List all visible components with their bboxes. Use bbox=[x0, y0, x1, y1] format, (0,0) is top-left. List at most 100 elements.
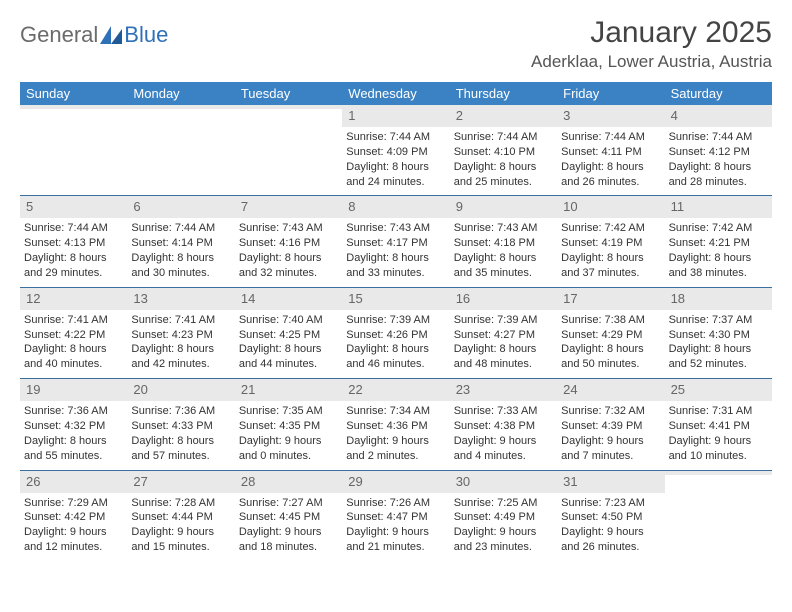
day-daylight2: and 48 minutes. bbox=[454, 357, 553, 372]
day-details: Sunrise: 7:36 AMSunset: 4:32 PMDaylight:… bbox=[24, 404, 123, 463]
day-number: 13 bbox=[133, 291, 147, 306]
day-details: Sunrise: 7:44 AMSunset: 4:14 PMDaylight:… bbox=[131, 221, 230, 280]
day-cell: 29Sunrise: 7:26 AMSunset: 4:47 PMDayligh… bbox=[342, 471, 449, 561]
day-number: 14 bbox=[241, 291, 255, 306]
day-sunset: Sunset: 4:32 PM bbox=[24, 419, 123, 434]
day-sunrise: Sunrise: 7:44 AM bbox=[346, 130, 445, 145]
day-details: Sunrise: 7:43 AMSunset: 4:16 PMDaylight:… bbox=[239, 221, 338, 280]
day-sunrise: Sunrise: 7:44 AM bbox=[669, 130, 768, 145]
day-daylight1: Daylight: 8 hours bbox=[24, 342, 123, 357]
day-details: Sunrise: 7:36 AMSunset: 4:33 PMDaylight:… bbox=[131, 404, 230, 463]
day-details: Sunrise: 7:43 AMSunset: 4:17 PMDaylight:… bbox=[346, 221, 445, 280]
day-daylight1: Daylight: 8 hours bbox=[454, 160, 553, 175]
day-cell: 3Sunrise: 7:44 AMSunset: 4:11 PMDaylight… bbox=[557, 105, 664, 195]
day-sunrise: Sunrise: 7:29 AM bbox=[24, 496, 123, 511]
day-sunrise: Sunrise: 7:41 AM bbox=[24, 313, 123, 328]
weekday-header: Thursday bbox=[450, 82, 557, 105]
day-number: 7 bbox=[241, 199, 248, 214]
day-sunset: Sunset: 4:29 PM bbox=[561, 328, 660, 343]
day-daylight2: and 46 minutes. bbox=[346, 357, 445, 372]
day-sunset: Sunset: 4:27 PM bbox=[454, 328, 553, 343]
day-number-row: 8 bbox=[342, 196, 449, 218]
day-number-row: 23 bbox=[450, 379, 557, 401]
day-daylight2: and 4 minutes. bbox=[454, 449, 553, 464]
day-number-row bbox=[665, 471, 772, 475]
day-sunset: Sunset: 4:23 PM bbox=[131, 328, 230, 343]
day-daylight1: Daylight: 9 hours bbox=[346, 525, 445, 540]
day-number: 28 bbox=[241, 474, 255, 489]
day-cell: 1Sunrise: 7:44 AMSunset: 4:09 PMDaylight… bbox=[342, 105, 449, 195]
day-daylight2: and 37 minutes. bbox=[561, 266, 660, 281]
day-daylight1: Daylight: 8 hours bbox=[561, 251, 660, 266]
day-sunset: Sunset: 4:17 PM bbox=[346, 236, 445, 251]
day-daylight2: and 25 minutes. bbox=[454, 175, 553, 190]
day-cell: 26Sunrise: 7:29 AMSunset: 4:42 PMDayligh… bbox=[20, 471, 127, 561]
day-cell: 28 Sunrise: 7:27 AMSunset: 4:45 PMDayligh… bbox=[235, 471, 342, 561]
day-daylight2: and 12 minutes. bbox=[24, 540, 123, 555]
day-details: Sunrise: 7:40 AMSunset: 4:25 PMDaylight:… bbox=[239, 313, 338, 372]
day-daylight2: and 33 minutes. bbox=[346, 266, 445, 281]
day-cell: 9Sunrise: 7:43 AMSunset: 4:18 PMDaylight… bbox=[450, 196, 557, 286]
day-sunrise: Sunrise: 7:23 AM bbox=[561, 496, 660, 511]
day-number-row: 7 bbox=[235, 196, 342, 218]
day-number-row: 25 bbox=[665, 379, 772, 401]
day-daylight1: Daylight: 8 hours bbox=[454, 251, 553, 266]
day-daylight1: Daylight: 9 hours bbox=[24, 525, 123, 540]
day-daylight1: Daylight: 8 hours bbox=[669, 160, 768, 175]
day-sunset: Sunset: 4:35 PM bbox=[239, 419, 338, 434]
day-sunset: Sunset: 4:26 PM bbox=[346, 328, 445, 343]
day-sunset: Sunset: 4:50 PM bbox=[561, 510, 660, 525]
day-number-row: 14 bbox=[235, 288, 342, 310]
day-sunset: Sunset: 4:13 PM bbox=[24, 236, 123, 251]
day-details: Sunrise: 7:32 AMSunset: 4:39 PMDaylight:… bbox=[561, 404, 660, 463]
day-daylight2: and 10 minutes. bbox=[669, 449, 768, 464]
day-sunrise: Sunrise: 7:38 AM bbox=[561, 313, 660, 328]
day-sunset: Sunset: 4:22 PM bbox=[24, 328, 123, 343]
day-details: Sunrise: 7:41 AMSunset: 4:22 PMDaylight:… bbox=[24, 313, 123, 372]
day-sunrise: Sunrise: 7:31 AM bbox=[669, 404, 768, 419]
day-number-row: 27 bbox=[127, 471, 234, 493]
logo-mark-icon bbox=[100, 26, 122, 44]
day-number-row: 2 bbox=[450, 105, 557, 127]
day-sunrise: Sunrise: 7:35 AM bbox=[239, 404, 338, 419]
day-number: 5 bbox=[26, 199, 33, 214]
day-number: 1 bbox=[348, 108, 355, 123]
day-details: Sunrise: 7:27 AMSunset: 4:45 PMDaylight:… bbox=[239, 496, 338, 555]
day-cell: 10Sunrise: 7:42 AMSunset: 4:19 PMDayligh… bbox=[557, 196, 664, 286]
day-sunrise: Sunrise: 7:44 AM bbox=[454, 130, 553, 145]
day-number: 12 bbox=[26, 291, 40, 306]
day-sunrise: Sunrise: 7:43 AM bbox=[454, 221, 553, 236]
day-daylight2: and 26 minutes. bbox=[561, 175, 660, 190]
day-sunrise: Sunrise: 7:42 AM bbox=[561, 221, 660, 236]
day-sunset: Sunset: 4:14 PM bbox=[131, 236, 230, 251]
day-daylight2: and 18 minutes. bbox=[239, 540, 338, 555]
week-row: 5Sunrise: 7:44 AMSunset: 4:13 PMDaylight… bbox=[20, 196, 772, 287]
day-daylight2: and 28 minutes. bbox=[669, 175, 768, 190]
day-cell: 31Sunrise: 7:23 AMSunset: 4:50 PMDayligh… bbox=[557, 471, 664, 561]
day-number: 27 bbox=[133, 474, 147, 489]
day-number: 25 bbox=[671, 382, 685, 397]
day-number-row: 26 bbox=[20, 471, 127, 493]
day-sunrise: Sunrise: 7:42 AM bbox=[669, 221, 768, 236]
day-cell: 11Sunrise: 7:42 AMSunset: 4:21 PMDayligh… bbox=[665, 196, 772, 286]
day-cell: 12 Sunrise: 7:41 AMSunset: 4:22 PMDayligh… bbox=[20, 288, 127, 378]
week-row: 19Sunrise: 7:36 AMSunset: 4:32 PMDayligh… bbox=[20, 379, 772, 470]
day-daylight2: and 55 minutes. bbox=[24, 449, 123, 464]
weekday-header: Monday bbox=[127, 82, 234, 105]
weekday-header: Friday bbox=[557, 82, 664, 105]
day-sunset: Sunset: 4:36 PM bbox=[346, 419, 445, 434]
day-daylight1: Daylight: 8 hours bbox=[131, 434, 230, 449]
day-number-row: 11 bbox=[665, 196, 772, 218]
day-cell: 18Sunrise: 7:37 AMSunset: 4:30 PMDayligh… bbox=[665, 288, 772, 378]
day-sunrise: Sunrise: 7:36 AM bbox=[24, 404, 123, 419]
day-sunset: Sunset: 4:11 PM bbox=[561, 145, 660, 160]
day-number-row bbox=[127, 105, 234, 109]
day-cell: 17Sunrise: 7:38 AMSunset: 4:29 PMDayligh… bbox=[557, 288, 664, 378]
header-row: General Blue January 2025 Aderklaa, Lowe… bbox=[20, 16, 772, 72]
day-details: Sunrise: 7:41 AMSunset: 4:23 PMDaylight:… bbox=[131, 313, 230, 372]
week-row: 12 Sunrise: 7:41 AMSunset: 4:22 PMDayligh… bbox=[20, 288, 772, 379]
day-daylight1: Daylight: 8 hours bbox=[346, 251, 445, 266]
day-daylight1: Daylight: 9 hours bbox=[239, 525, 338, 540]
day-daylight1: Daylight: 8 hours bbox=[131, 251, 230, 266]
day-daylight2: and 40 minutes. bbox=[24, 357, 123, 372]
